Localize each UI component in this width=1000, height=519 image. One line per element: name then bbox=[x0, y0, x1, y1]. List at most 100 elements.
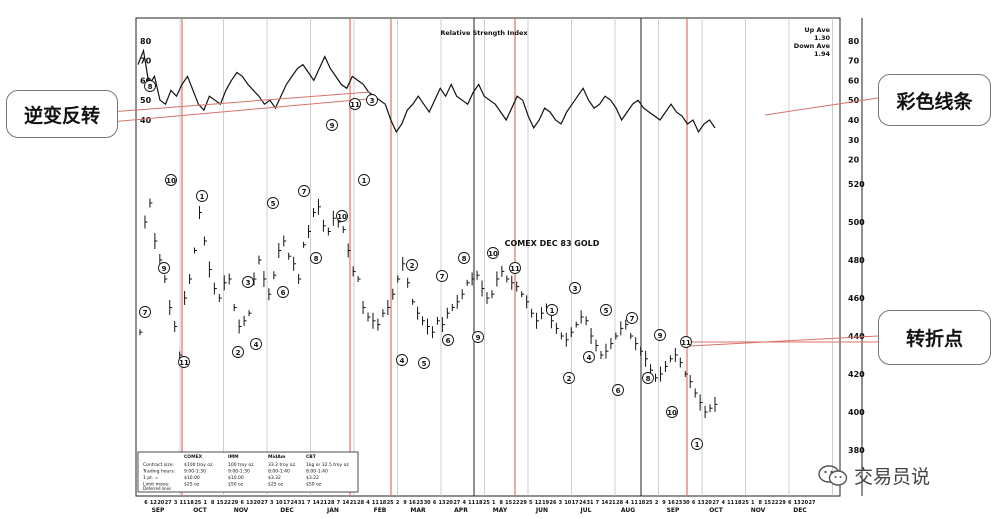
x-day-label: 14 bbox=[601, 500, 608, 506]
wave-label-circle bbox=[358, 174, 370, 186]
x-day-label: 25 bbox=[194, 500, 201, 506]
rsi-legend-up: Up Ave bbox=[804, 26, 830, 34]
wave-label-text: 4 bbox=[254, 341, 259, 349]
wave-label-text: 7 bbox=[143, 309, 148, 317]
info-col-value: 9:00-1:30 bbox=[228, 469, 250, 475]
x-day-label: 13 bbox=[698, 500, 705, 506]
wave-label: 1 bbox=[691, 438, 703, 450]
rsi-left-tick-label: 40 bbox=[140, 116, 152, 125]
callout-colored-lines-text: 彩色线条 bbox=[896, 90, 973, 113]
rsi-legend-up-val: 1.30 bbox=[814, 34, 831, 42]
x-day-label: 4 bbox=[366, 500, 370, 506]
wave-label: 1 bbox=[358, 174, 370, 186]
wave-label-circle bbox=[600, 304, 612, 316]
wave-label-circle bbox=[666, 406, 678, 418]
watermark: 交易员说 bbox=[818, 462, 930, 489]
x-day-label: 25 bbox=[742, 500, 749, 506]
rsi-left-tick-label: 80 bbox=[140, 37, 152, 46]
wave-label-circle bbox=[612, 384, 624, 396]
wave-label-circle bbox=[442, 334, 454, 346]
wave-label: 6 bbox=[442, 334, 454, 346]
x-day-label: 15 bbox=[764, 500, 771, 506]
x-month-label: OCT bbox=[709, 507, 724, 514]
x-day-label: 18 bbox=[638, 500, 645, 506]
info-footer: Deferred lines bbox=[143, 486, 171, 491]
x-day-label: 27 bbox=[453, 500, 460, 506]
x-day-label: 2 bbox=[396, 500, 400, 506]
info-col-head: MidAm bbox=[268, 454, 286, 460]
x-day-label: 22 bbox=[772, 500, 779, 506]
info-col-value: 9:00-1:30 bbox=[184, 469, 206, 475]
plot-frame bbox=[135, 17, 841, 497]
x-day-label: 3 bbox=[559, 500, 563, 506]
x-day-label: 30 bbox=[683, 500, 690, 506]
callout-colored-lines: 彩色线条 bbox=[878, 74, 991, 126]
wave-label: 7 bbox=[298, 185, 310, 197]
wave-label-text: 9 bbox=[476, 334, 481, 342]
wave-label-text: 3 bbox=[370, 97, 375, 105]
x-day-label: 7 bbox=[307, 500, 311, 506]
x-day-label: 11 bbox=[180, 500, 187, 506]
callout-reversal: 逆变反转 bbox=[6, 90, 118, 138]
wave-label-circle bbox=[144, 80, 156, 92]
x-month-label: JUL bbox=[580, 507, 592, 514]
wave-label: 8 bbox=[310, 252, 322, 264]
x-day-label: 3 bbox=[270, 500, 274, 506]
x-day-label: 20 bbox=[157, 500, 164, 506]
wave-label-circle bbox=[267, 197, 279, 209]
wave-label: 9 bbox=[654, 329, 666, 341]
wave-label: 3 bbox=[569, 282, 581, 294]
wave-label: 7 bbox=[139, 306, 151, 318]
x-day-label: 10 bbox=[276, 500, 283, 506]
wave-label-text: 8 bbox=[462, 255, 467, 263]
x-day-label: 19 bbox=[542, 500, 549, 506]
x-day-label: 25 bbox=[387, 500, 394, 506]
x-month-label: NOV bbox=[234, 507, 249, 514]
wave-label-circle bbox=[436, 270, 448, 282]
wave-label-circle bbox=[165, 174, 177, 186]
x-day-label: 18 bbox=[187, 500, 194, 506]
wave-label-circle bbox=[232, 346, 244, 358]
price-title: COMEX DEC 83 GOLD bbox=[505, 239, 600, 248]
wave-label: 6 bbox=[277, 286, 289, 298]
wave-label: 4 bbox=[396, 354, 408, 366]
wave-label: 6 bbox=[612, 384, 624, 396]
x-day-label: 28 bbox=[328, 500, 335, 506]
wave-label: 10 bbox=[487, 247, 499, 259]
wave-label-text: 5 bbox=[271, 200, 276, 208]
wave-label: 3 bbox=[366, 94, 378, 106]
x-day-label: 29 bbox=[231, 500, 238, 506]
x-day-label: 4 bbox=[721, 500, 725, 506]
x-month-label: OCT bbox=[193, 507, 208, 514]
wave-label-circle bbox=[310, 252, 322, 264]
wave-label-text: 10 bbox=[667, 409, 677, 417]
wave-label-text: 3 bbox=[246, 279, 251, 287]
wave-label-circle bbox=[277, 286, 289, 298]
x-day-label: 12 bbox=[150, 500, 157, 506]
rsi-tick-label: 70 bbox=[848, 57, 860, 66]
rsi-title: Relative Strength Index bbox=[440, 29, 528, 37]
wave-label-circle bbox=[546, 304, 558, 316]
x-day-label: 14 bbox=[313, 500, 320, 506]
price-tick-label: 380 bbox=[848, 446, 865, 455]
x-day-label: 13 bbox=[246, 500, 253, 506]
wave-label: 1 bbox=[546, 304, 558, 316]
wave-label: 2 bbox=[563, 372, 575, 384]
wave-label-text: 11 bbox=[179, 359, 189, 367]
info-row-label: Trading hours: bbox=[142, 469, 175, 475]
wave-label-circle bbox=[406, 259, 418, 271]
info-col-value: $3.22 bbox=[306, 475, 319, 481]
info-col-head: CBT bbox=[306, 454, 317, 460]
wave-label-circle bbox=[196, 190, 208, 202]
x-day-label: 27 bbox=[712, 500, 719, 506]
info-box-frame bbox=[137, 451, 359, 493]
wave-label: 9 bbox=[158, 262, 170, 274]
rsi-trendline-2 bbox=[109, 97, 379, 123]
x-day-label: 29 bbox=[779, 500, 786, 506]
wave-label-text: 7 bbox=[302, 188, 307, 196]
x-day-label: 10 bbox=[564, 500, 571, 506]
rsi-trendline-callout bbox=[764, 97, 879, 116]
price-tick-label: 400 bbox=[848, 408, 865, 417]
x-day-label: 25 bbox=[483, 500, 490, 506]
